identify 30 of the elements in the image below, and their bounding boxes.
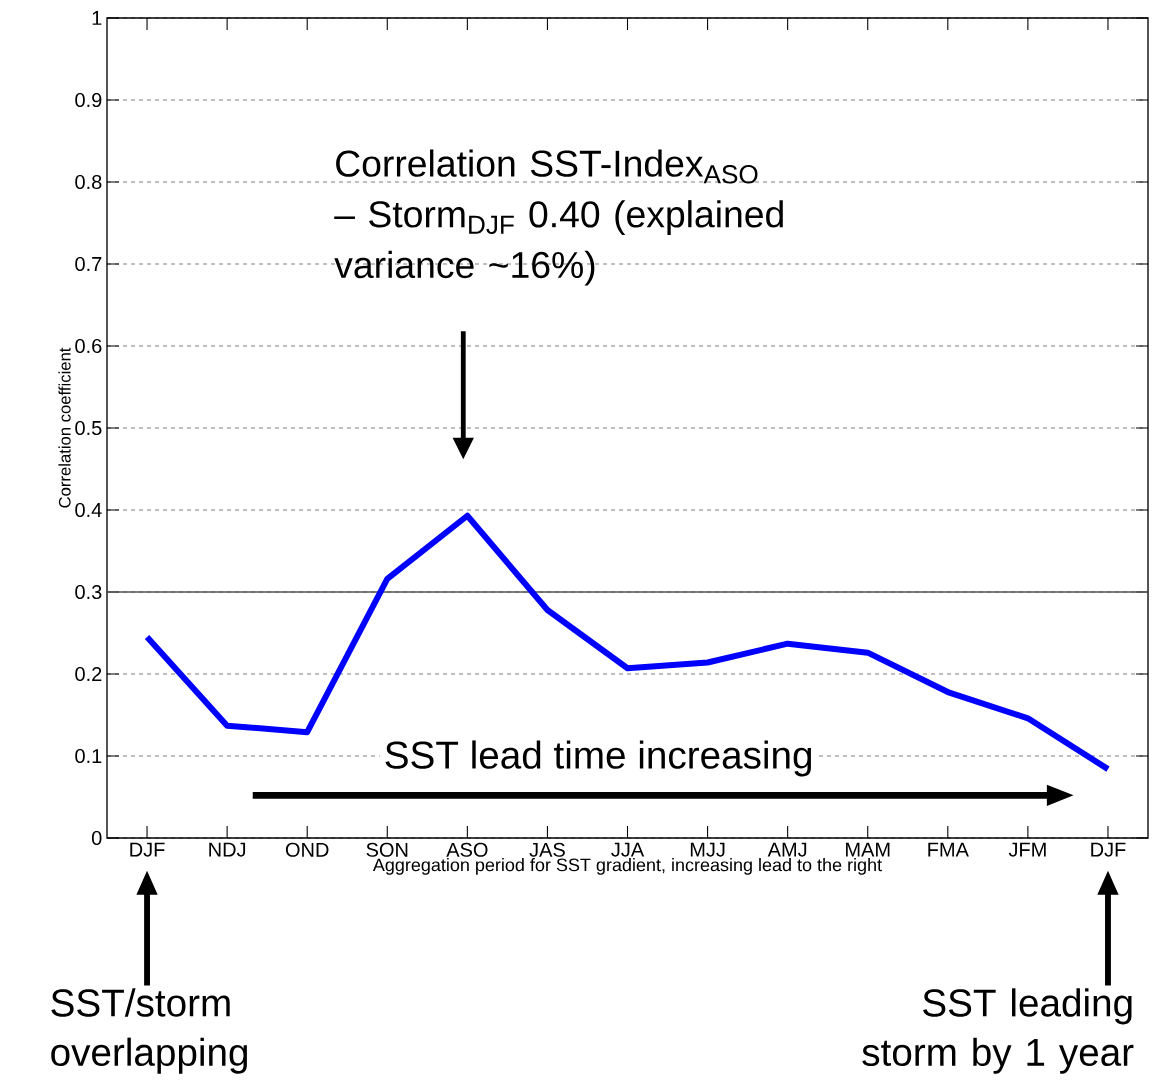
- x-tick-label: ASO: [446, 842, 488, 857]
- x-tick-label: NDJ: [209, 842, 246, 857]
- y-tick-label: 0.6: [75, 338, 102, 354]
- text: SST leading storm by 1 year: [862, 988, 1134, 1074]
- x-tick-label: OND: [285, 842, 329, 857]
- x-tick-label: DJF: [130, 842, 165, 857]
- text: Correlation SST-Index$_{ASO}$ – Storm$_{DJF}$ 0.40 (explained variance ~16%): [334, 149, 783, 286]
- y-tick-label: 0.5: [75, 420, 102, 436]
- x-tick-label: JFM: [1008, 842, 1046, 857]
- x-tick-label: SON: [366, 842, 408, 857]
- y-tick-label: 0: [91, 830, 102, 846]
- text: SST/storm overlapping: [51, 988, 247, 1074]
- x-tick-label: AMJ: [767, 842, 807, 857]
- x-tick-label: DJF: [1091, 842, 1126, 857]
- x-tick-label: MAM: [846, 842, 890, 857]
- annotation: SST lead time increasing: [385, 740, 812, 777]
- x-tick-label: JAS: [529, 842, 565, 857]
- y-tick-label: 0.9: [75, 92, 102, 108]
- y-tick-label: 0.8: [75, 174, 102, 190]
- y-tick-label: 0.4: [75, 502, 102, 518]
- y-axis-title: Correlation coefficient: [58, 347, 71, 508]
- x-tick-label: FMA: [928, 842, 969, 857]
- x-tick-label: MJJ: [690, 842, 725, 857]
- y-tick-label: 0.1: [75, 748, 102, 764]
- x-tick-label: JJA: [611, 842, 645, 857]
- x-axis-title: Aggregation period for SST gradient, increasing lead to the right: [372, 858, 882, 875]
- y-tick-label: 0.3: [75, 584, 102, 600]
- y-tick-label: 0.2: [75, 666, 102, 682]
- y-tick-label: 1: [92, 11, 102, 25]
- y-tick-label: 0.7: [75, 256, 102, 272]
